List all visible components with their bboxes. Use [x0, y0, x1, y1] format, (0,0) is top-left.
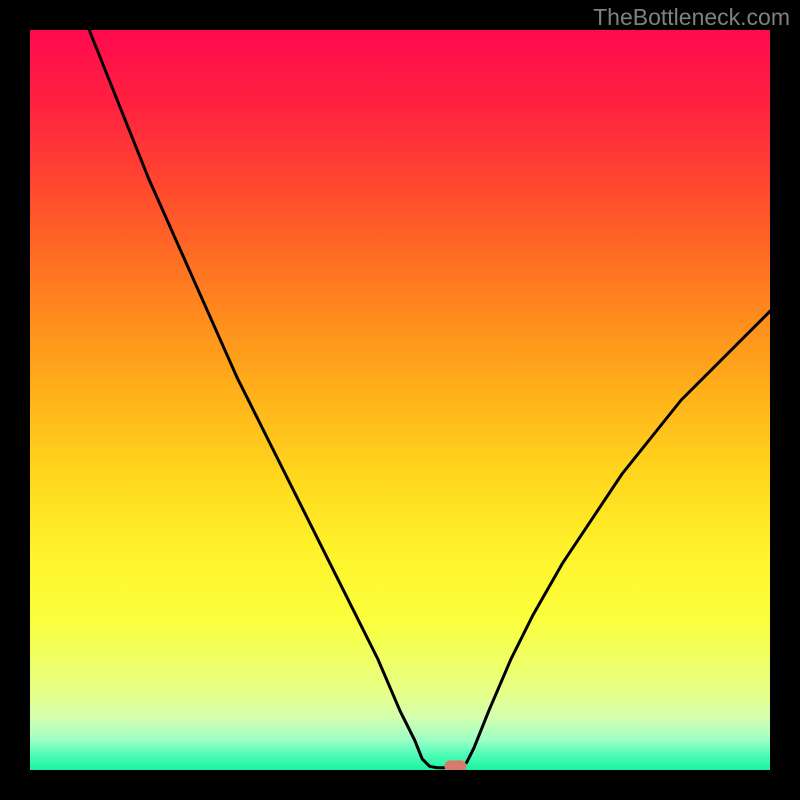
chart-plot-area [30, 30, 770, 770]
attribution-text: TheBottleneck.com [593, 4, 790, 31]
chart-background [30, 30, 770, 770]
optimum-marker [444, 760, 466, 770]
bottleneck-curve-chart [30, 30, 770, 770]
